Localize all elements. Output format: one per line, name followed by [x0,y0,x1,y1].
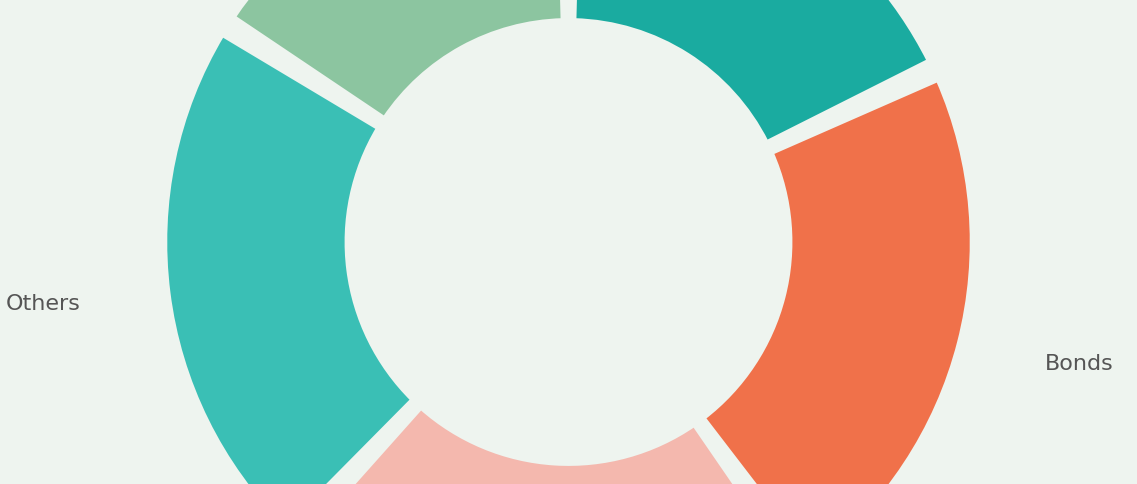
Text: Bonds: Bonds [1045,354,1114,374]
Wedge shape [704,80,972,484]
Wedge shape [165,35,413,484]
Wedge shape [574,0,929,142]
Wedge shape [234,0,563,118]
Text: Others: Others [6,294,81,314]
Wedge shape [300,408,797,484]
